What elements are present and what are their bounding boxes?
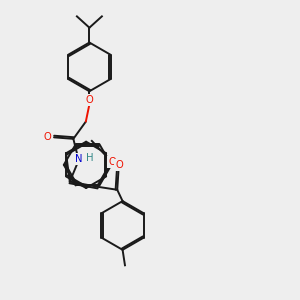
Text: H: H [86,153,94,163]
Text: N: N [75,154,82,164]
Text: O: O [108,157,116,167]
Text: O: O [115,160,123,170]
Text: O: O [44,132,51,142]
Text: O: O [85,95,93,105]
